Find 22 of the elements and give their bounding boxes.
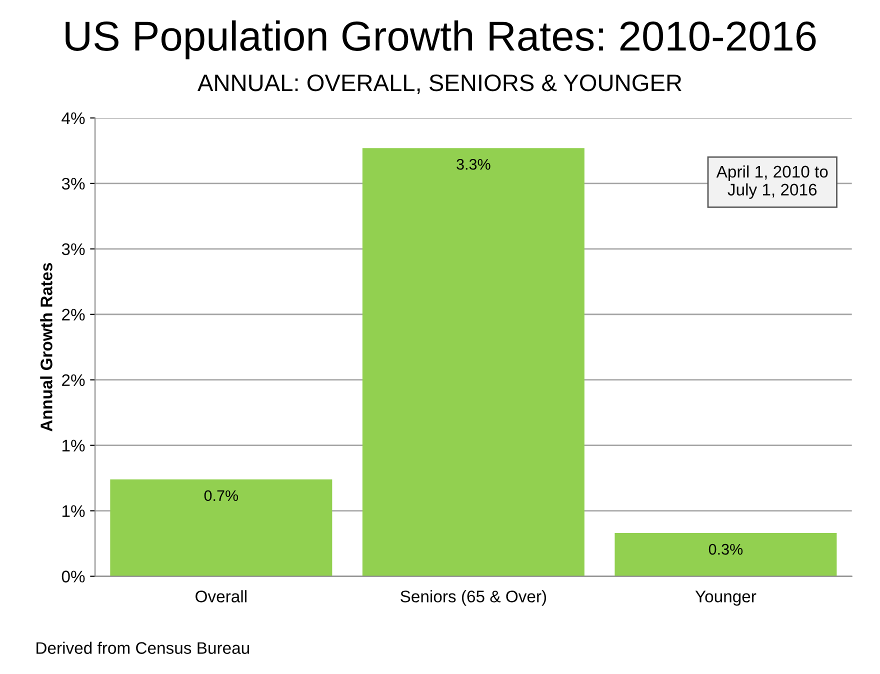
data-label: 3.3% <box>456 158 490 170</box>
data-label: 0.3% <box>708 544 743 555</box>
y-tick-label: 3% <box>62 178 85 190</box>
y-tick-label: 3% <box>62 243 85 256</box>
x-tick-label: Younger <box>695 590 756 606</box>
text: Derived from Census Bureau <box>36 642 249 654</box>
chart-title: US Population Growth Rates: 2010-2016 <box>66 20 816 60</box>
bar <box>362 148 584 576</box>
x-tick-label: Seniors (65 & Over) <box>400 590 546 606</box>
x-tick-label: Overall <box>196 590 246 602</box>
y-tick-label: 2% <box>62 308 85 321</box>
y-tick-label: 4% <box>62 112 85 124</box>
y-axis-title: Annual Growth Rates <box>40 263 52 432</box>
bar <box>110 479 332 576</box>
y-tick-label: 1% <box>62 505 85 517</box>
bar <box>614 533 837 576</box>
y-tick-label: 2% <box>62 374 85 386</box>
chart-subtitle: ANNUAL: OVERALL, SENIORS & YOUNGER <box>198 74 682 94</box>
y-tick-label: 0% <box>62 570 85 582</box>
data-label: 0.7% <box>204 490 238 502</box>
y-tick-label: 1% <box>62 440 85 452</box>
annotation: April 1, 2010 to July 1, 2016 <box>716 165 828 199</box>
